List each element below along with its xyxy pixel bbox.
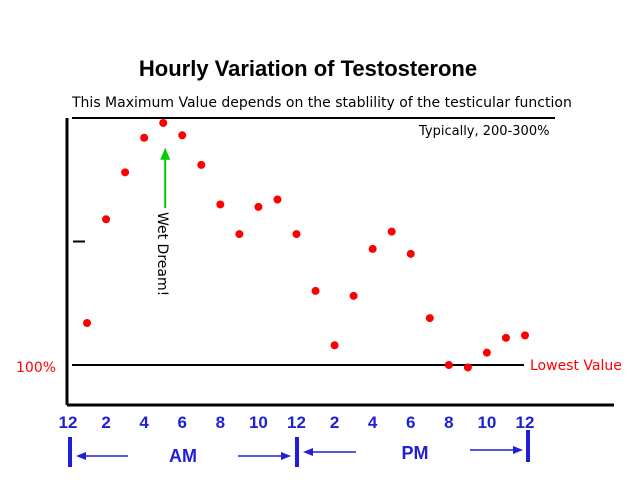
pm-label: PM: [402, 443, 429, 463]
x-tick-label: 2: [330, 413, 339, 432]
x-tick-label: 10: [249, 413, 268, 432]
x-tick-label: 12: [516, 413, 535, 432]
data-point: [330, 341, 339, 350]
data-point: [292, 230, 301, 239]
data-point: [406, 249, 415, 258]
am-right-arrowhead: [281, 452, 291, 460]
x-tick-label: 8: [216, 413, 225, 432]
x-tick-label: 8: [444, 413, 453, 432]
x-tick-label: 10: [477, 413, 496, 432]
baseline-percent-label: 100%: [16, 360, 56, 376]
x-tick-label: 4: [139, 413, 149, 432]
am-left-arrowhead: [76, 452, 86, 460]
data-point: [368, 244, 377, 253]
maximum-sublabel: Typically, 200-300%: [418, 124, 549, 139]
data-point: [425, 314, 434, 323]
data-point: [349, 291, 358, 300]
data-point: [140, 133, 149, 142]
data-point: [521, 331, 529, 340]
x-tick-labels: 12 2 4 6 8 10 12 2 4 6 8 10 12: [59, 413, 535, 432]
lowest-value-label: Lowest Value: [530, 358, 622, 374]
data-point: [83, 319, 92, 328]
data-point: [273, 195, 282, 204]
data-point: [121, 168, 130, 177]
data-point: [216, 200, 225, 209]
pm-right-arrowhead: [513, 446, 523, 454]
data-point: [102, 215, 111, 224]
data-point: [235, 230, 244, 239]
data-point: [387, 227, 396, 236]
x-tick-label: 6: [178, 413, 187, 432]
chart-title: Hourly Variation of Testosterone: [139, 56, 477, 81]
x-tick-label: 2: [101, 413, 110, 432]
data-point: [444, 361, 453, 369]
data-point: [311, 286, 320, 295]
x-tick-label: 12: [287, 413, 306, 432]
data-point: [482, 348, 491, 357]
am-period: AM: [68, 437, 299, 467]
pm-left-arrowhead: [303, 448, 313, 456]
x-tick-label: 6: [406, 413, 415, 432]
data-point: [501, 333, 510, 342]
data-point: [159, 118, 168, 127]
x-tick-label: 12: [59, 413, 78, 432]
x-tick-label: 4: [368, 413, 378, 432]
pm-period: PM: [303, 430, 530, 463]
maximum-label: This Maximum Value depends on the stabli…: [71, 95, 572, 111]
wet-dream-annotation: Wet Dream!: [154, 147, 171, 296]
data-point: [463, 363, 472, 372]
am-label: AM: [169, 446, 197, 466]
data-points: [83, 118, 529, 372]
data-point: [254, 202, 263, 211]
annotation-text: Wet Dream!: [154, 212, 170, 296]
data-point: [197, 160, 206, 169]
annotation-arrow-head: [160, 147, 171, 160]
data-point: [178, 131, 187, 140]
